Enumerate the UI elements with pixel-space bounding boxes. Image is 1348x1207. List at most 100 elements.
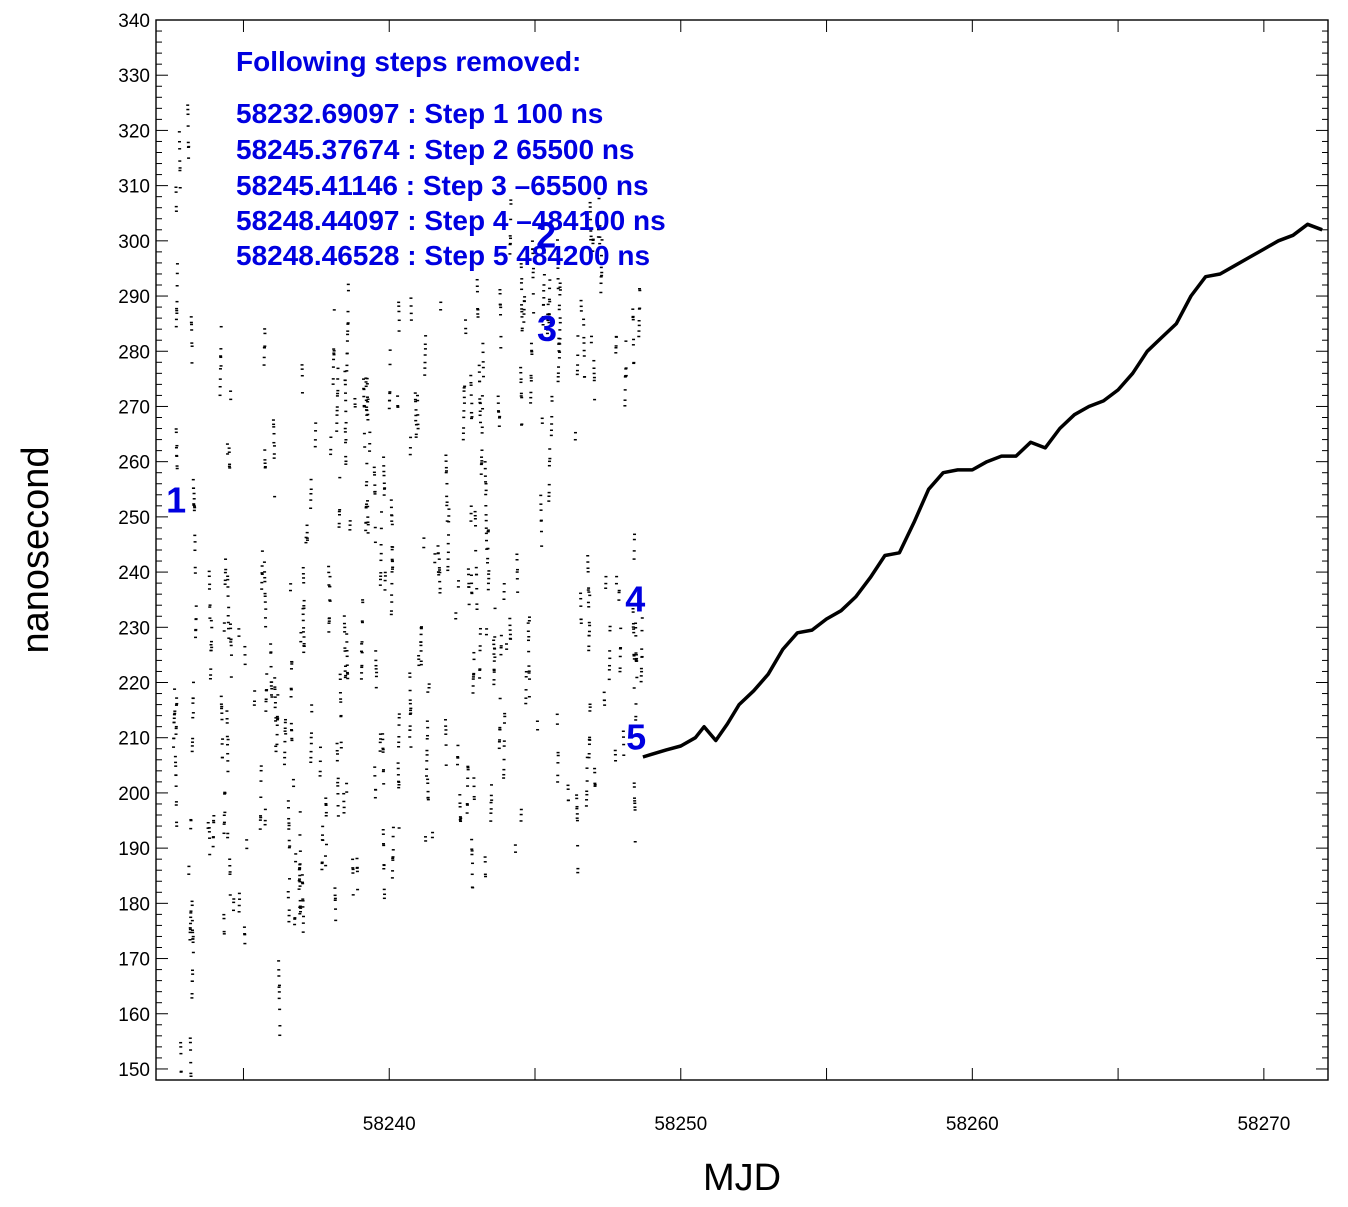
scatter-point xyxy=(343,379,347,382)
scatter-point xyxy=(465,804,469,806)
scatter-point xyxy=(219,356,223,359)
scatter-point xyxy=(220,705,224,708)
scatter-point xyxy=(587,645,591,648)
scatter-point xyxy=(588,206,592,208)
annotation-heading: Following steps removed: xyxy=(236,46,581,77)
scatter-point xyxy=(397,741,401,744)
scatter-point xyxy=(481,342,485,345)
scatter-point xyxy=(269,652,273,654)
step-marker-label: 3 xyxy=(537,308,557,349)
scatter-point xyxy=(484,505,488,507)
scatter-point xyxy=(263,819,267,822)
scatter-point xyxy=(485,548,489,550)
scatter-point xyxy=(179,1041,183,1044)
scatter-point xyxy=(475,278,479,281)
scatter-point xyxy=(209,640,213,643)
scatter-point xyxy=(557,357,561,359)
scatter-point xyxy=(497,417,501,419)
scatter-point xyxy=(454,617,458,620)
scatter-point xyxy=(532,312,536,314)
scatter-point xyxy=(483,467,487,470)
scatter-point xyxy=(492,669,496,671)
scatter-point xyxy=(390,520,394,522)
scatter-point xyxy=(339,698,343,700)
scatter-point xyxy=(632,538,636,541)
scatter-point xyxy=(509,218,513,221)
scatter-point xyxy=(324,804,328,806)
scatter-point xyxy=(486,588,490,591)
scatter-point xyxy=(527,620,531,622)
y-tick-label: 160 xyxy=(118,1005,150,1026)
scatter-point xyxy=(541,324,545,326)
scatter-point xyxy=(343,676,347,679)
scatter-point xyxy=(382,482,386,485)
scatter-point xyxy=(178,148,182,150)
scatter-point xyxy=(624,340,628,342)
axis-tick-labels: 150 160 170 180 190 200 210 220 230 240 250 260 270 2… xyxy=(118,11,1290,1135)
scatter-point xyxy=(259,815,263,817)
scatter-point xyxy=(484,493,488,496)
scatter-point xyxy=(390,571,394,573)
scatter-point xyxy=(252,704,256,706)
scatter-point xyxy=(304,541,308,544)
scatter-point xyxy=(409,436,413,439)
scatter-point xyxy=(503,712,507,715)
scatter-point xyxy=(222,630,226,632)
scatter-point xyxy=(640,629,644,632)
scatter-point xyxy=(575,813,579,815)
scatter-point xyxy=(270,687,274,690)
scatter-point xyxy=(639,680,643,683)
scatter-point xyxy=(188,1041,192,1044)
scatter-point xyxy=(483,861,487,863)
scatter-point xyxy=(478,402,482,405)
scatter-point xyxy=(190,900,194,903)
scatter-point xyxy=(556,287,560,290)
scatter-point xyxy=(458,816,462,818)
scatter-point xyxy=(480,449,484,451)
scatter-point xyxy=(309,478,313,481)
x-tick-label: 58240 xyxy=(363,1114,416,1135)
scatter-point xyxy=(470,591,474,594)
scatter-point xyxy=(555,239,559,241)
scatter-point xyxy=(408,729,412,731)
scatter-point xyxy=(373,526,377,529)
scatter-point xyxy=(558,289,562,291)
scatter-point xyxy=(619,647,623,649)
scatter-point xyxy=(221,738,225,740)
scatter-point xyxy=(375,671,379,674)
scatter-point xyxy=(336,378,340,380)
scatter-point xyxy=(351,894,355,896)
scatter-point xyxy=(273,495,277,498)
scatter-point xyxy=(536,728,540,731)
scatter-point xyxy=(586,589,590,591)
scatter-point xyxy=(472,672,476,675)
scatter-point xyxy=(383,579,387,582)
scatter-point xyxy=(498,726,502,729)
scatter-point xyxy=(575,369,579,372)
scatter-point xyxy=(318,775,322,777)
scatter-point xyxy=(272,445,276,447)
scatter-point xyxy=(413,398,417,401)
scatter-point xyxy=(483,475,487,477)
scatter-point xyxy=(633,533,637,536)
scatter-point xyxy=(526,639,530,642)
scatter-point xyxy=(547,483,551,486)
scatter-point xyxy=(346,673,350,675)
scatter-point xyxy=(499,306,503,309)
scatter-point xyxy=(343,370,347,373)
scatter-point xyxy=(263,459,267,461)
scatter-point xyxy=(226,770,230,773)
scatter-point xyxy=(269,665,273,668)
scatter-point xyxy=(298,906,302,909)
scatter-point xyxy=(364,506,368,509)
scatter-point xyxy=(414,414,418,417)
scatter-point xyxy=(264,698,268,700)
scatter-point xyxy=(378,584,382,586)
scatter-point xyxy=(499,347,503,349)
x-axis-title: MJD xyxy=(703,1157,781,1199)
scatter-point xyxy=(484,527,488,529)
scatter-point xyxy=(388,392,392,395)
scatter-point xyxy=(189,912,193,914)
scatter-point xyxy=(223,571,227,574)
scatter-point xyxy=(365,503,369,505)
